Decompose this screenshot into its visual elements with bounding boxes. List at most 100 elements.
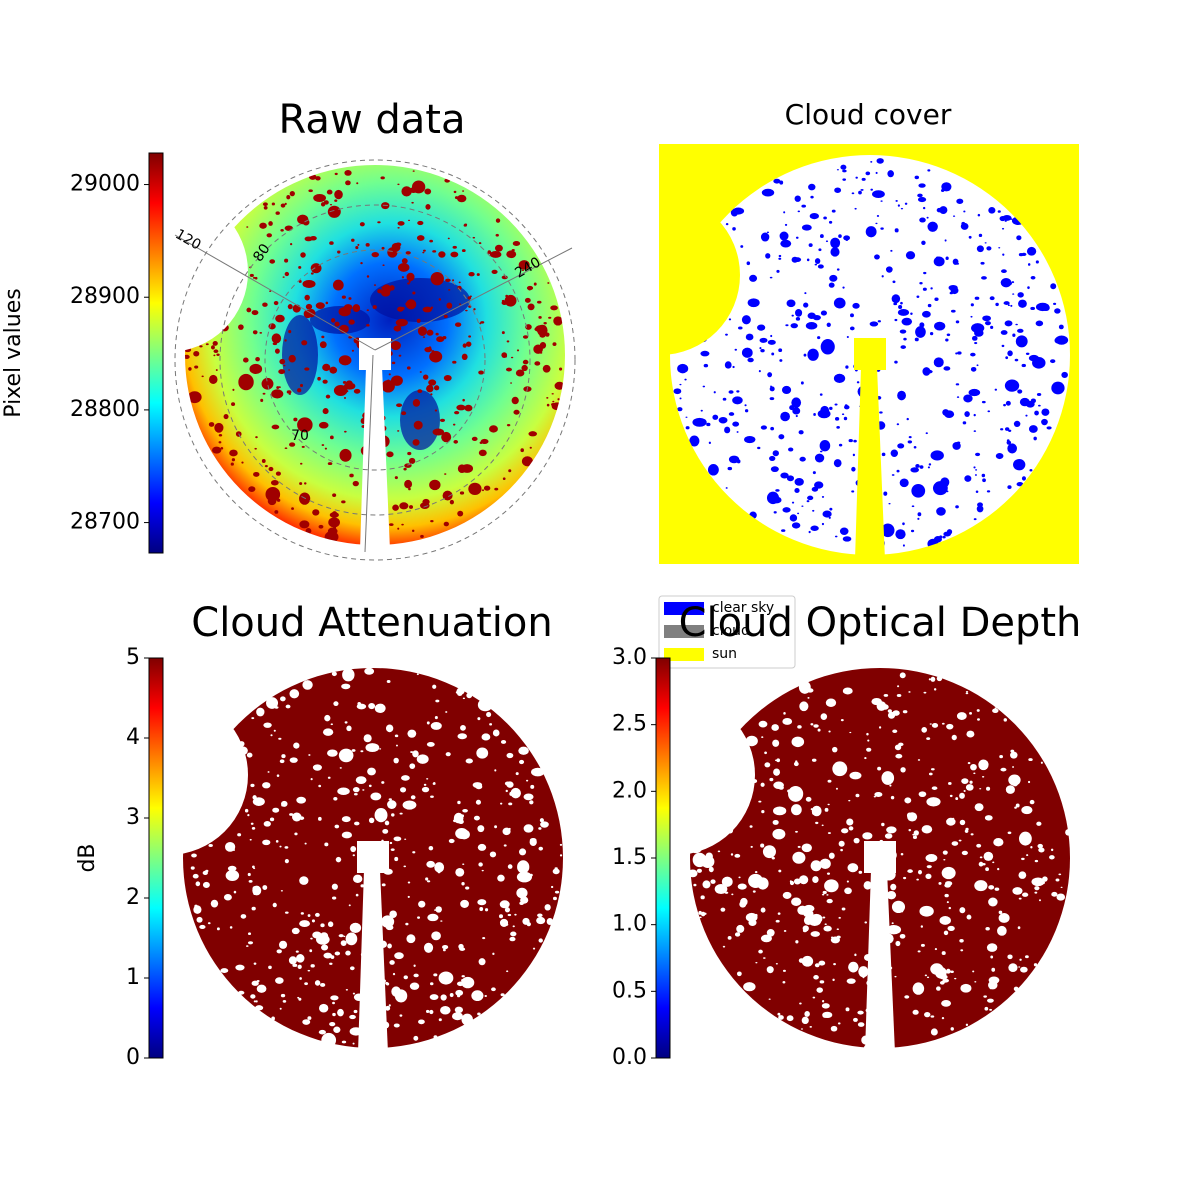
spot [685,416,688,418]
spot [799,1002,802,1005]
spot [399,812,403,815]
spot [231,284,235,287]
spot [791,314,794,317]
spot [275,314,285,323]
spot [318,784,322,788]
spot [736,431,739,433]
spot [895,753,903,759]
spot [956,262,960,265]
spot [465,758,473,764]
spot [382,828,389,834]
spot [287,304,293,310]
colorbar-tick-label: 29000 [70,172,140,197]
spot [803,687,806,690]
spot [431,350,435,353]
spot [725,333,728,336]
spot [220,324,229,332]
spot [446,302,453,309]
spot [1033,436,1037,441]
spot [830,936,834,939]
spot [945,338,949,342]
spot [391,813,395,817]
spot [510,931,517,937]
spot [406,272,415,282]
spot [223,414,229,420]
spot [351,349,355,352]
spot [933,357,944,368]
spot [998,913,1010,923]
spot [918,183,926,188]
spot [973,466,976,469]
spot [908,436,912,439]
spot [555,317,559,320]
spot [881,822,885,827]
spot [268,965,272,970]
spot [539,333,546,338]
spot [812,996,816,999]
spot [988,980,998,990]
spot [329,241,334,245]
spot [839,527,849,536]
spot [389,841,393,845]
spot [987,410,991,413]
spot [843,235,851,241]
spot [835,770,840,774]
spot [201,310,210,316]
spot [352,874,363,883]
spot [315,302,325,310]
spot [302,1019,311,1025]
spot [708,283,718,292]
spot [1002,253,1005,256]
spot [771,724,779,731]
spot [739,900,747,908]
spot [381,883,386,887]
spot [771,352,775,356]
spot [789,514,798,522]
spot [737,883,747,890]
spot [252,797,265,806]
spot [295,950,299,953]
spot [251,717,255,720]
spot [1038,899,1042,902]
spot [478,370,484,375]
spot [337,787,350,796]
spot [911,505,915,508]
spot [220,446,224,450]
spot [386,451,394,458]
spot [1030,306,1036,311]
spot [1005,785,1015,794]
spot [968,235,972,239]
spot [893,302,898,306]
spot [904,995,910,999]
spot [538,315,542,319]
spot [319,1003,329,1013]
spot [922,287,927,291]
spot [722,397,727,401]
spot [272,342,278,346]
spot [925,854,938,863]
spot [395,318,408,327]
spot [461,882,465,886]
spot [921,726,928,733]
spot [401,276,404,279]
spot [344,430,347,433]
spot [886,826,897,834]
spot [271,389,284,399]
spot [997,210,1001,213]
spot [920,925,924,928]
spot [852,302,860,309]
spot [297,417,313,433]
spot [247,941,254,945]
spot [201,375,204,378]
spot [804,847,810,852]
spot [1010,304,1013,307]
spot [954,977,957,980]
spot [289,689,300,699]
spot [812,509,815,512]
spot [535,325,547,333]
spot [836,268,840,271]
spot [700,306,710,316]
pole-head [864,841,896,873]
spot [329,366,338,374]
spot [779,359,783,362]
